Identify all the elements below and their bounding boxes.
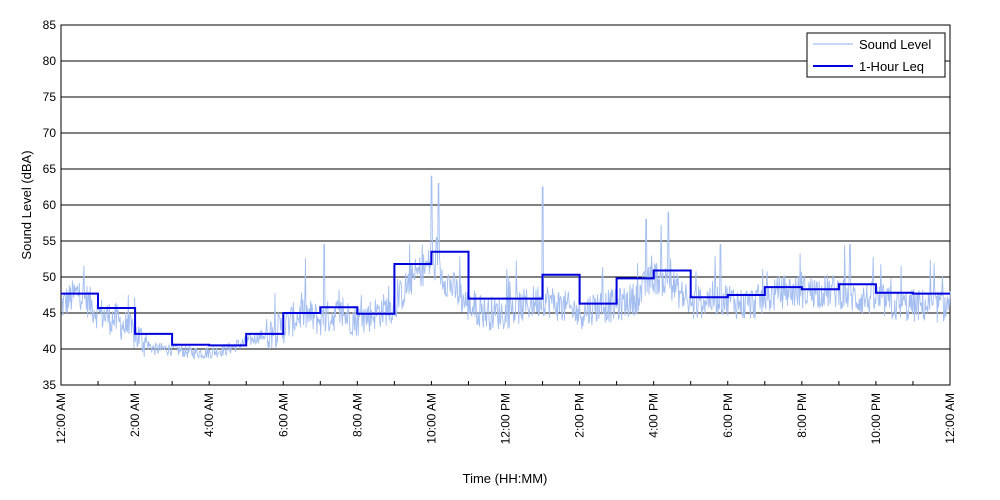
x-tick-label: 12:00 PM xyxy=(499,393,513,444)
gridlines xyxy=(61,60,950,350)
sound-level-line xyxy=(60,175,951,360)
legend: Sound Level 1-Hour Leq xyxy=(806,32,946,78)
x-axis-ticks: 12:00 AM 2:00 AM 4:00 AM 6:00 AM 8:00 AM 10:0… xyxy=(54,381,957,444)
y-tick-label: 65 xyxy=(43,162,57,176)
legend-label-leq: 1-Hour Leq xyxy=(859,59,924,74)
x-tick-label: 12:00 AM xyxy=(943,393,957,444)
y-tick-label: 45 xyxy=(43,306,57,320)
y-tick-label: 80 xyxy=(43,54,57,68)
y-tick-label: 40 xyxy=(43,342,57,356)
y-tick-label: 85 xyxy=(43,18,57,32)
x-tick-label: 4:00 AM xyxy=(202,393,216,437)
x-tick-label: 6:00 AM xyxy=(276,393,290,437)
series-sound-level xyxy=(60,175,951,360)
x-tick-label: 8:00 PM xyxy=(795,393,809,438)
x-tick-label: 12:00 AM xyxy=(54,393,68,444)
legend-label-sound-level: Sound Level xyxy=(859,37,931,52)
y-tick-label: 55 xyxy=(43,234,57,248)
x-tick-label: 4:00 PM xyxy=(647,393,661,438)
legend-box xyxy=(806,32,946,78)
series-1-hour-leq xyxy=(61,250,950,347)
x-tick-label: 6:00 PM xyxy=(721,393,735,438)
x-axis-label: Time (HH:MM) xyxy=(463,471,548,486)
x-tick-label: 10:00 PM xyxy=(869,393,883,444)
x-tick-label: 2:00 PM xyxy=(573,393,587,438)
x-tick-label: 8:00 AM xyxy=(350,393,364,437)
y-tick-label: 50 xyxy=(43,270,57,284)
y-tick-label: 70 xyxy=(43,126,57,140)
y-tick-label: 75 xyxy=(43,90,57,104)
y-axis-ticks: 35 40 45 50 55 60 65 70 75 80 85 xyxy=(43,18,65,392)
y-axis-label: Sound Level (dBA) xyxy=(19,150,34,259)
y-tick-label: 60 xyxy=(43,198,57,212)
x-tick-label: 2:00 AM xyxy=(128,393,142,437)
x-tick-label: 10:00 AM xyxy=(424,393,438,444)
leq-step-line xyxy=(61,250,950,347)
y-tick-label: 35 xyxy=(43,378,57,392)
